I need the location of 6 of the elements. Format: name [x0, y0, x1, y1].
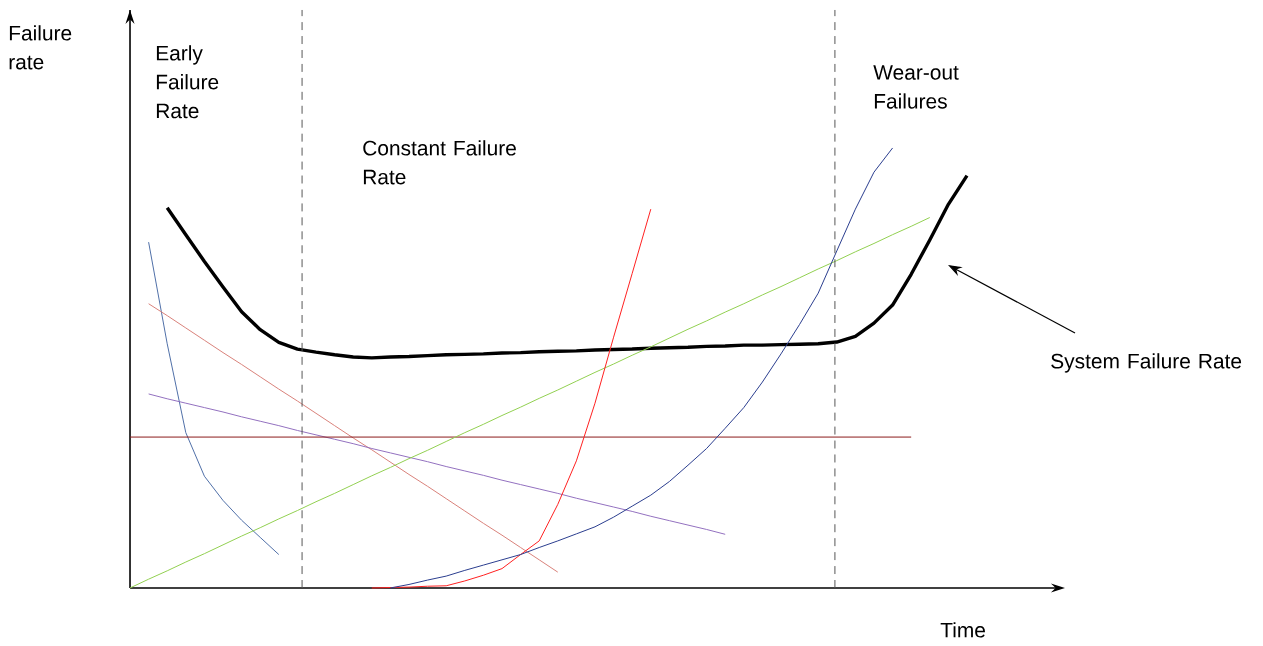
text: Early Failure Rate	[156, 45, 219, 119]
x-axis-title: Time	[940, 622, 985, 638]
annotation: Constant Failure Rate	[363, 140, 516, 185]
y-axis-title: Failure rate	[9, 25, 72, 70]
text: System Failure Rate	[1051, 353, 1242, 373]
text: Wear-out Failures	[873, 65, 959, 109]
